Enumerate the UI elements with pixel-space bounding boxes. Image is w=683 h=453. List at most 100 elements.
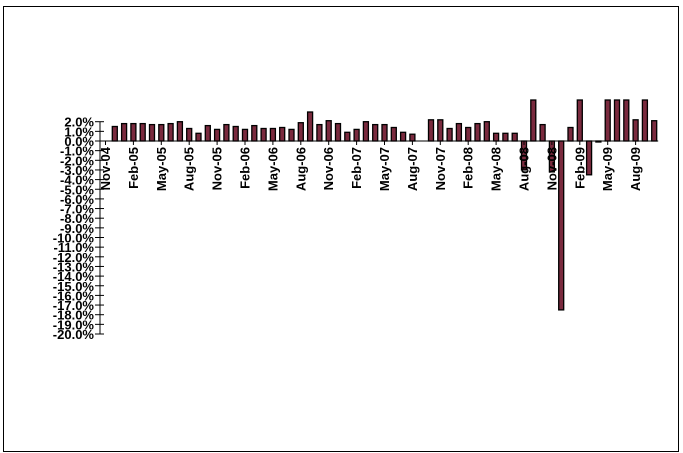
bar-Oct-07: [427, 119, 435, 142]
x-tick-label: Aug-06: [293, 147, 308, 191]
x-tick-label: Nov-08: [544, 147, 559, 190]
bar-Jul-06: [288, 128, 295, 142]
bar-Jul-07: [399, 131, 407, 142]
bar-Sep-06: [306, 111, 314, 142]
bar-Aug-06: [297, 122, 304, 142]
bar-May-07: [381, 123, 388, 142]
bar-Dec-06: [334, 122, 342, 142]
x-tick-label: Aug-05: [182, 147, 197, 191]
bar-May-09: [604, 99, 611, 142]
y-tick-label: -20.0%: [53, 327, 95, 342]
bar-Dec-05: [223, 123, 230, 142]
bar-Apr-07: [372, 123, 379, 142]
bar-Nov-06: [325, 120, 332, 142]
bar-Feb-06: [241, 128, 249, 142]
bar-Apr-08: [483, 121, 490, 142]
bar-Oct-09: [651, 120, 658, 142]
x-tick-labels: Nov-04 Feb-05 May-05 Aug-05 Nov-05 Feb-06 May-…: [98, 146, 643, 191]
bar-Jan-06: [232, 125, 239, 142]
bar-Jan-09: [567, 126, 574, 142]
bar-Mar-08: [474, 122, 481, 142]
bar-Jun-09: [613, 99, 621, 142]
y-tick-labels: 2.0%1.0%0.0%-1.0%-2.0%-3.0%-4.0%-5.0%-6.…: [53, 115, 95, 342]
bar-Aug-07: [409, 133, 416, 142]
x-tick-label: Nov-05: [210, 147, 225, 190]
y-tick-label: -7.0%: [60, 202, 94, 217]
y-tick-label: 0.0%: [64, 134, 94, 149]
bar-Aug-09: [632, 119, 639, 142]
x-tick-label: Aug-08: [517, 147, 532, 191]
x-tick-label: Feb-06: [238, 147, 253, 189]
bar-Sep-08: [530, 99, 537, 142]
bar-May-08: [492, 132, 500, 142]
y-tick-label: -17.0%: [53, 298, 95, 313]
x-tick-label: Aug-09: [628, 147, 643, 191]
x-tick-label: May-09: [600, 147, 615, 191]
bar-Jan-07: [344, 131, 351, 142]
bar-Feb-05: [130, 122, 137, 142]
y-tick-label: -5.0%: [60, 182, 94, 197]
y-tick-label: -13.0%: [53, 259, 95, 274]
bars-group: [111, 99, 658, 311]
bar-Feb-08: [465, 126, 472, 142]
y-tick-label: -19.0%: [53, 317, 95, 332]
chart-frame: [3, 6, 679, 452]
axes-group: [95, 121, 659, 335]
bar-Dec-07: [446, 127, 453, 142]
x-tick-label: May-05: [154, 147, 169, 191]
y-tick-label: -2.0%: [60, 153, 94, 168]
y-tick-label: -3.0%: [60, 163, 94, 178]
bar-Jan-08: [455, 122, 463, 142]
y-tick-label: -6.0%: [60, 192, 94, 207]
x-tick-label: Feb-08: [461, 147, 476, 189]
y-tick-label: 1.0%: [64, 124, 94, 139]
bar-Mar-09: [585, 140, 593, 176]
y-tick-label: -15.0%: [53, 279, 95, 294]
x-tick-label: Aug-07: [405, 147, 420, 191]
x-tick-label: Feb-07: [349, 147, 364, 189]
bar-May-05: [158, 123, 165, 142]
x-tick-label: Feb-05: [126, 147, 141, 189]
y-tick-label: -12.0%: [53, 250, 95, 265]
x-tick-label: Nov-04: [98, 146, 113, 190]
y-tick-label: -10.0%: [53, 231, 95, 246]
bar-Feb-07: [353, 128, 360, 142]
bar-Oct-08: [539, 123, 546, 142]
y-tick-label: -14.0%: [53, 269, 95, 284]
y-tick-label: -18.0%: [53, 308, 95, 323]
x-tick-label: Nov-07: [433, 147, 448, 190]
bar-Jul-05: [176, 121, 184, 142]
bar-Jan-05: [120, 122, 128, 142]
y-tick-label: -1.0%: [60, 144, 94, 159]
x-tick-label: May-06: [265, 147, 280, 191]
y-tick-label: -9.0%: [60, 221, 94, 236]
bar-Dec-04: [111, 125, 118, 142]
x-tick-label: Feb-09: [572, 147, 587, 189]
bar-Sep-05: [195, 132, 202, 142]
bar-Jun-05: [167, 122, 174, 142]
bar-Nov-05: [213, 128, 221, 142]
bar-Oct-06: [316, 123, 323, 142]
bar-Jun-06: [279, 126, 286, 142]
bar-Dec-08: [558, 140, 565, 311]
y-tick-label: 2.0%: [64, 115, 94, 130]
bar-Nov-07: [437, 119, 444, 142]
bar-Feb-09: [576, 99, 583, 142]
y-tick-label: -16.0%: [53, 288, 95, 303]
y-tick-label: -8.0%: [60, 211, 94, 226]
bar-Jul-08: [511, 132, 518, 142]
y-tick-label: -11.0%: [54, 240, 95, 255]
bar-May-06: [269, 127, 277, 142]
y-tick-label: -4.0%: [60, 173, 94, 188]
bar-Mar-07: [362, 121, 370, 142]
bar-Jun-08: [502, 132, 509, 142]
bar-Apr-06: [260, 127, 267, 142]
bar-Apr-05: [148, 123, 156, 142]
x-tick-label: May-07: [377, 147, 392, 191]
bar-Aug-05: [186, 127, 193, 142]
x-tick-label: May-08: [489, 147, 504, 191]
bar-Jun-07: [390, 126, 397, 142]
x-tick-label: Nov-06: [321, 147, 336, 190]
bar-Jul-09: [623, 99, 630, 142]
